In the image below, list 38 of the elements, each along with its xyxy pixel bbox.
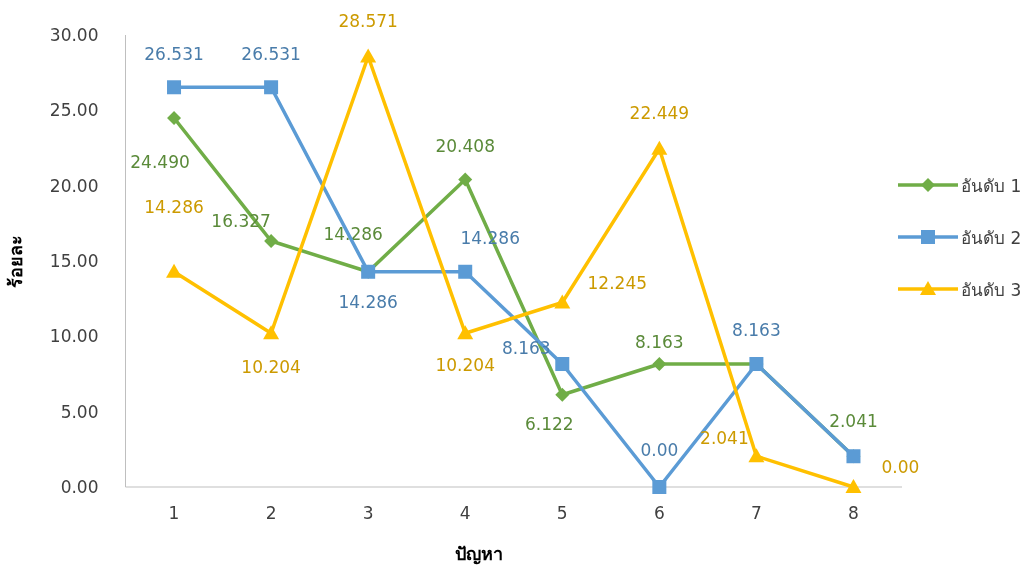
y-axis-title: ร้อยละ (5, 234, 26, 288)
x-tick-label: 8 (848, 503, 859, 523)
x-axis-title: ปัญหา (454, 543, 503, 565)
y-tick-label: 20.00 (49, 175, 99, 196)
data-label: 28.571 (338, 10, 398, 31)
y-tick-label: 5.00 (60, 401, 99, 422)
data-label: 14.286 (144, 196, 204, 217)
y-tick-label: 30.00 (49, 25, 99, 45)
data-label: 10.204 (241, 357, 301, 378)
x-tick-label: 4 (459, 503, 471, 523)
data-label: 2.041 (700, 428, 749, 449)
data-label: 26.531 (144, 44, 204, 65)
data-label: 20.408 (435, 135, 495, 156)
data-label: 14.286 (338, 291, 398, 312)
y-tick-label: 25.00 (49, 100, 99, 121)
data-label: 10.204 (435, 355, 495, 376)
data-label: 8.163 (732, 320, 781, 341)
y-tick-label: 10.00 (49, 326, 99, 347)
data-label: 6.122 (524, 413, 574, 434)
legend-label: อันดับ 1 (961, 176, 1022, 196)
x-tick-label: 1 (168, 503, 180, 523)
data-label: 0.00 (640, 440, 679, 460)
x-tick-label: 6 (653, 503, 665, 523)
data-label: 8.163 (635, 332, 684, 353)
legend-label: อันดับ 3 (961, 280, 1022, 300)
y-tick-label: 0.00 (60, 477, 99, 497)
data-label: 2.041 (829, 411, 878, 432)
x-tick-label: 5 (556, 503, 568, 523)
data-label: 26.531 (241, 44, 301, 65)
legend-label: อันดับ 2 (961, 228, 1022, 248)
data-label: 22.449 (629, 102, 690, 123)
data-label: 0.00 (881, 457, 920, 477)
data-label: 12.245 (587, 272, 648, 293)
x-tick-label: 7 (750, 503, 762, 523)
x-tick-label: 3 (362, 503, 374, 523)
x-tick-label: 2 (265, 503, 277, 523)
y-tick-label: 15.00 (49, 251, 99, 271)
data-label: 24.490 (130, 152, 190, 173)
